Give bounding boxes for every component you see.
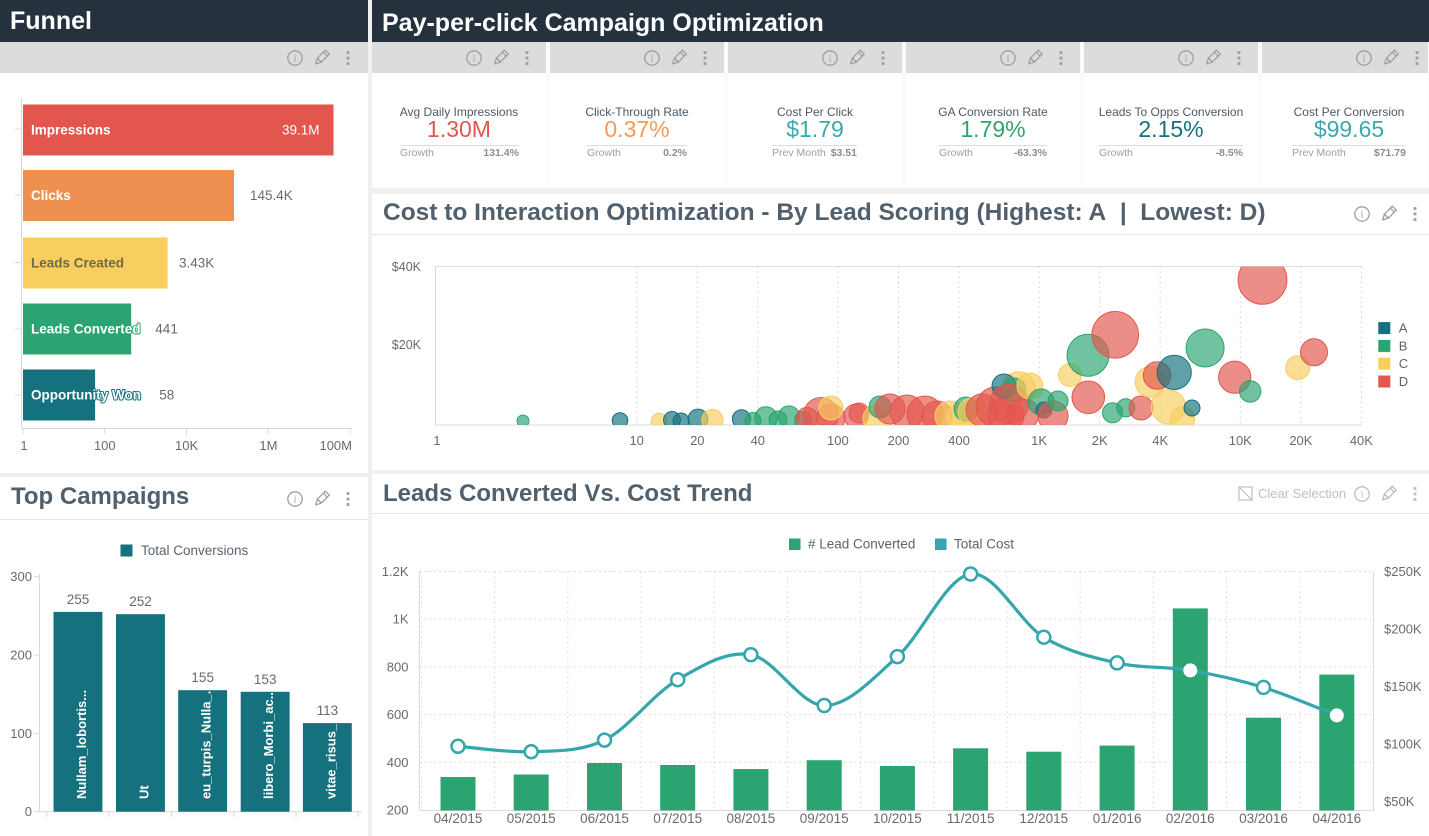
svg-text:10K: 10K — [1229, 433, 1252, 448]
svg-text:1: 1 — [20, 438, 27, 453]
svg-text:4K: 4K — [1152, 433, 1168, 448]
svg-text:20K: 20K — [1289, 433, 1312, 448]
svg-text:Leads Converted: Leads Converted — [31, 322, 141, 337]
svg-text:40: 40 — [751, 433, 765, 448]
svg-text:01/2016: 01/2016 — [1093, 811, 1142, 826]
svg-text:1K: 1K — [1031, 433, 1047, 448]
svg-text:i: i — [1361, 490, 1364, 501]
svg-text:i: i — [1007, 54, 1010, 65]
svg-text:100M: 100M — [319, 438, 352, 453]
svg-text:Leads Created: Leads Created — [31, 256, 124, 271]
svg-text:05/2015: 05/2015 — [507, 811, 556, 826]
svg-text:i: i — [1185, 54, 1188, 65]
svg-text:i: i — [1361, 210, 1364, 221]
svg-text:04/2015: 04/2015 — [434, 811, 483, 826]
svg-text:155: 155 — [191, 670, 214, 685]
svg-text:C: C — [1399, 356, 1408, 371]
svg-text:100: 100 — [94, 438, 116, 453]
svg-text:D: D — [1399, 374, 1408, 389]
svg-text:200: 200 — [888, 433, 910, 448]
svg-text:10/2015: 10/2015 — [873, 811, 922, 826]
svg-text:100: 100 — [827, 433, 849, 448]
svg-text:i: i — [829, 54, 832, 65]
svg-text:441: 441 — [155, 322, 178, 337]
svg-text:$200K: $200K — [1384, 622, 1422, 637]
svg-text:12/2015: 12/2015 — [1019, 811, 1068, 826]
svg-text:$40K: $40K — [392, 260, 422, 274]
svg-text:200: 200 — [10, 648, 32, 663]
svg-text:39.1M: 39.1M — [282, 123, 320, 138]
svg-text:04/2016: 04/2016 — [1312, 811, 1361, 826]
svg-text:0: 0 — [25, 804, 32, 819]
svg-text:Ut: Ut — [137, 785, 152, 799]
svg-text:58: 58 — [159, 388, 174, 403]
svg-text:vitae_risus_p...: vitae_risus_p... — [323, 705, 338, 799]
svg-text:08/2015: 08/2015 — [726, 811, 775, 826]
svg-text:Clicks: Clicks — [31, 188, 71, 203]
svg-text:i: i — [294, 54, 297, 65]
svg-text:400: 400 — [387, 755, 409, 770]
svg-text:3.43K: 3.43K — [179, 256, 214, 271]
svg-text:B: B — [1399, 338, 1408, 353]
svg-text:1: 1 — [433, 433, 440, 448]
svg-text:10: 10 — [629, 433, 643, 448]
svg-text:$100K: $100K — [1384, 737, 1422, 752]
svg-text:$50K: $50K — [1384, 794, 1415, 809]
svg-text:200: 200 — [387, 803, 409, 818]
svg-text:10K: 10K — [175, 438, 198, 453]
svg-text:eu_turpis_Nulla_...: eu_turpis_Nulla_... — [199, 683, 214, 799]
svg-text:40K: 40K — [1350, 433, 1373, 448]
svg-text:i: i — [1363, 54, 1366, 65]
svg-text:Clear Selection: Clear Selection — [1258, 486, 1346, 501]
svg-text:1M: 1M — [259, 438, 277, 453]
svg-text:11/2015: 11/2015 — [947, 811, 995, 826]
svg-text:i: i — [651, 54, 654, 65]
svg-text:Total Conversions: Total Conversions — [141, 543, 249, 558]
svg-text:145.4K: 145.4K — [250, 188, 293, 203]
svg-text:03/2016: 03/2016 — [1239, 811, 1288, 826]
svg-text:300: 300 — [10, 569, 32, 584]
svg-text:153: 153 — [254, 672, 277, 687]
svg-text:Nullam_lobortis...: Nullam_lobortis... — [74, 690, 89, 799]
svg-text:i: i — [473, 54, 476, 65]
svg-text:07/2015: 07/2015 — [653, 811, 702, 826]
svg-text:i: i — [294, 495, 297, 506]
svg-text:$20K: $20K — [392, 338, 422, 352]
svg-text:Opportunity Won: Opportunity Won — [31, 388, 141, 403]
svg-text:libero_Morbi_ac...: libero_Morbi_ac... — [261, 688, 276, 799]
svg-text:$250K: $250K — [1384, 564, 1422, 579]
svg-text:255: 255 — [67, 592, 90, 607]
svg-text:02/2016: 02/2016 — [1166, 811, 1215, 826]
svg-text:Total Cost: Total Cost — [954, 537, 1014, 552]
svg-text:# Lead Converted: # Lead Converted — [808, 537, 915, 552]
svg-text:A: A — [1399, 321, 1408, 336]
svg-text:252: 252 — [129, 594, 152, 609]
svg-text:800: 800 — [387, 659, 409, 674]
svg-text:06/2015: 06/2015 — [580, 811, 629, 826]
svg-text:2K: 2K — [1092, 433, 1108, 448]
svg-text:Impressions: Impressions — [31, 123, 111, 138]
svg-text:1.2K: 1.2K — [382, 564, 409, 579]
svg-text:100: 100 — [10, 726, 32, 741]
svg-text:600: 600 — [387, 707, 409, 722]
svg-text:400: 400 — [948, 433, 970, 448]
svg-text:1K: 1K — [393, 612, 409, 627]
svg-text:$150K: $150K — [1384, 679, 1422, 694]
svg-text:09/2015: 09/2015 — [800, 811, 849, 826]
svg-text:20: 20 — [690, 433, 704, 448]
svg-text:113: 113 — [317, 703, 339, 718]
